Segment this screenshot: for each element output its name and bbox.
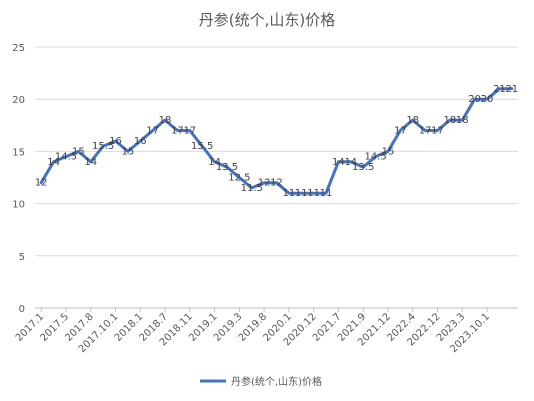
x-axis: 2017.12017.52017.82017.10.12018.12018.72… [14,308,492,355]
data-label: 20 [468,94,481,105]
data-label: 11 [295,188,308,199]
y-tick-label: 15 [12,147,25,158]
data-label: 18 [406,115,419,126]
data-label: 16 [109,136,122,147]
y-tick-label: 25 [12,43,25,54]
data-label: 15.5 [92,141,114,152]
data-label: 18 [159,115,172,126]
data-label: 16 [134,136,147,147]
chart-title: 丹参(统个,山东)价格 [199,11,335,29]
data-label: 14.5 [364,152,386,163]
data-label: 21 [493,84,506,95]
data-label: 13.5 [216,162,238,173]
data-label: 12.5 [228,173,250,184]
data-label: 12 [35,178,48,189]
data-label: 11 [307,188,320,199]
data-label: 17 [183,126,196,137]
data-label: 11 [283,188,296,199]
data-label: 15 [72,146,85,157]
data-label: 18 [456,115,469,126]
data-label: 14 [84,157,97,168]
data-label: 21 [505,84,518,95]
data-label: 17 [394,126,407,137]
data-label: 20 [481,94,494,105]
series-line [39,87,514,195]
data-label: 17 [419,126,432,137]
data-label: 14.5 [55,152,77,163]
data-label: 15.5 [191,141,213,152]
data-label: 12 [258,178,271,189]
legend[interactable]: 丹参(统个,山东)价格 [200,375,322,388]
y-tick-label: 0 [19,304,25,315]
legend-label: 丹参(统个,山东)价格 [231,375,322,388]
data-label: 15 [122,146,135,157]
data-label: 15 [382,146,395,157]
y-tick-label: 10 [12,200,25,211]
data-label: 14 [344,157,357,168]
data-label: 13.5 [352,162,374,173]
data-label: 11 [320,188,333,199]
data-label: 17 [146,126,159,137]
series-group [39,87,514,195]
y-axis: 0 5 10 15 20 25 [12,43,25,315]
y-tick-label: 20 [12,95,25,106]
data-label: 14 [47,157,60,168]
y-tick-label: 5 [19,252,25,263]
data-label: 17 [431,126,444,137]
data-label: 18 [444,115,457,126]
data-label: 14 [208,157,221,168]
data-label: 14 [332,157,345,168]
data-label: 11.5 [241,183,263,194]
data-label: 17 [171,126,184,137]
data-label: 12 [270,178,283,189]
